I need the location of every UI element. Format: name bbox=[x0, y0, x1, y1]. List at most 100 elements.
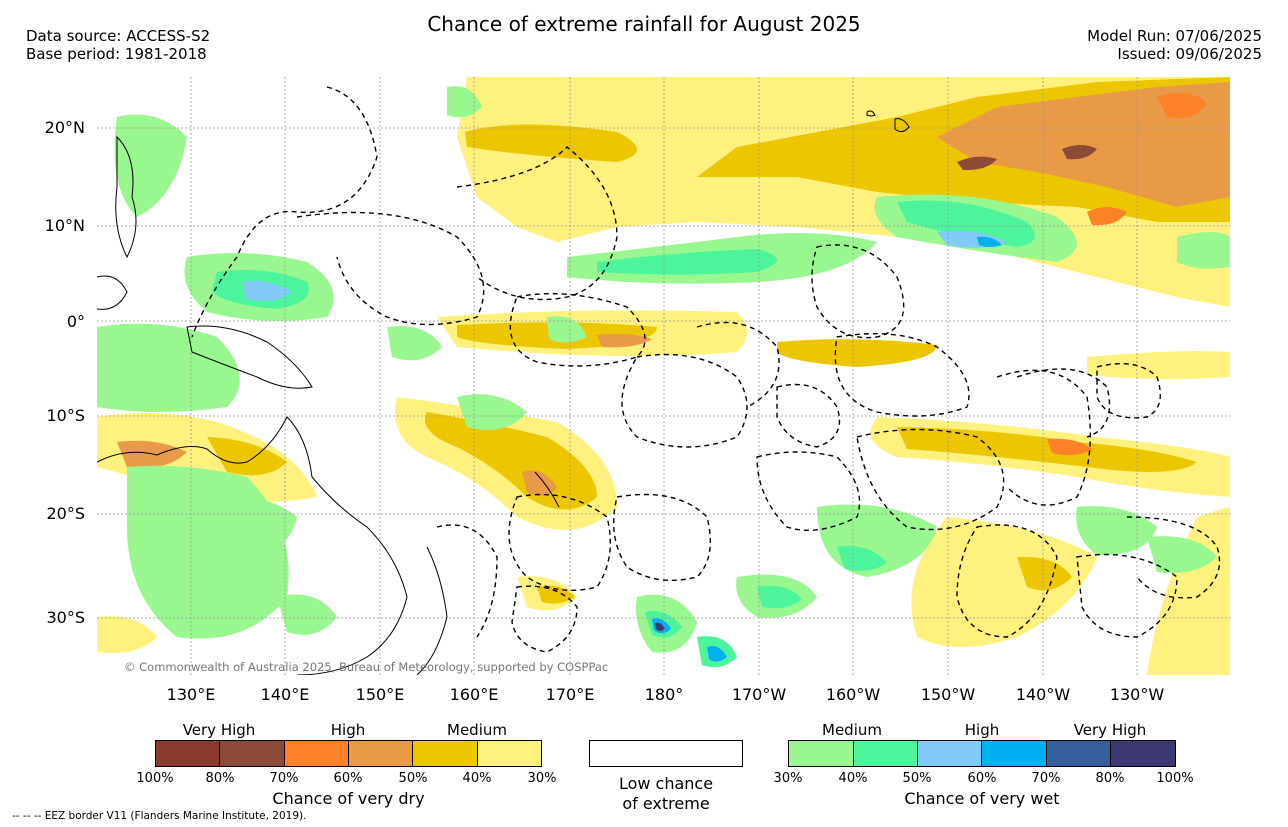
lon-label-130e: 130°E bbox=[166, 685, 216, 704]
wet-region bbox=[457, 394, 527, 430]
eez-border bbox=[834, 332, 970, 417]
dry-swatch-5 bbox=[412, 740, 478, 767]
copyright-text: © Commonwealth of Australia 2025, Bureau… bbox=[124, 660, 609, 674]
dry-swatch-3 bbox=[284, 740, 349, 767]
wet-region bbox=[1147, 536, 1217, 573]
wet-tick-label: 50% bbox=[902, 771, 932, 786]
base-period-text: Base period: 1981-2018 bbox=[26, 45, 207, 63]
dry-legend-title: Chance of very dry bbox=[272, 789, 425, 808]
wet-legend-title: Chance of very wet bbox=[904, 789, 1060, 808]
dry-region bbox=[522, 470, 557, 496]
eez-boundaries bbox=[191, 86, 1221, 653]
eez-border bbox=[956, 524, 1058, 638]
wet-region bbox=[97, 323, 240, 412]
new-caledonia-coast bbox=[534, 471, 560, 508]
eez-border bbox=[191, 86, 378, 338]
dry-region bbox=[465, 124, 637, 162]
wet-region bbox=[242, 280, 292, 301]
lon-label-150w: 150°W bbox=[920, 685, 976, 704]
dry-tick-label: 40% bbox=[462, 771, 492, 786]
wet-tick-label: 80% bbox=[1095, 771, 1125, 786]
wet-chance-layer bbox=[97, 86, 1230, 668]
wet-region bbox=[387, 326, 442, 361]
dry-region bbox=[1157, 93, 1207, 118]
dry-region bbox=[911, 517, 1097, 647]
lon-label-160w: 160°W bbox=[825, 685, 881, 704]
issued-text: Issued: 09/06/2025 bbox=[1117, 45, 1262, 63]
dry-region bbox=[1062, 145, 1097, 160]
lon-label-140w: 140°W bbox=[1015, 685, 1071, 704]
lat-label-0: 0° bbox=[66, 312, 85, 331]
wet-region bbox=[597, 249, 777, 275]
dry-region bbox=[117, 440, 187, 468]
low-chance-line1: Low chance bbox=[618, 774, 714, 793]
lat-label-10n: 10°N bbox=[44, 216, 85, 235]
metadata-left: Data source: ACCESS-S2 Base period: 1981… bbox=[26, 27, 210, 63]
wet-tick-label: 60% bbox=[967, 771, 997, 786]
wet-category-very-high: Very High bbox=[1073, 721, 1147, 739]
eez-border bbox=[1076, 553, 1178, 638]
lon-label-160e: 160°E bbox=[449, 685, 499, 704]
low-chance-label: Low chance of extreme bbox=[589, 774, 743, 814]
hawaii-island bbox=[894, 118, 910, 133]
eez-border bbox=[811, 244, 905, 339]
eez-border bbox=[296, 211, 485, 326]
lat-label-20n: 20°N bbox=[44, 118, 85, 137]
coastline-layer bbox=[97, 110, 910, 675]
lon-label-180: 180° bbox=[644, 685, 684, 704]
data-source-text: Data source: ACCESS-S2 bbox=[26, 27, 211, 45]
wet-region bbox=[547, 316, 587, 343]
map-title: Chance of extreme rainfall for August 20… bbox=[427, 12, 861, 36]
dry-swatch-2 bbox=[219, 740, 285, 767]
lat-label-10s: 10°S bbox=[46, 406, 85, 425]
eez-border bbox=[456, 146, 618, 301]
dry-region bbox=[1147, 507, 1230, 675]
lat-label-20s: 20°S bbox=[46, 504, 85, 523]
dry-category-high: High bbox=[330, 721, 366, 739]
wet-region bbox=[897, 200, 1035, 247]
eez-border bbox=[1096, 362, 1161, 419]
dry-region bbox=[957, 156, 997, 171]
eez-border bbox=[996, 369, 1092, 506]
wet-tick-label: 70% bbox=[1031, 771, 1061, 786]
dry-region bbox=[937, 82, 1230, 207]
lon-label-150e: 150°E bbox=[355, 685, 405, 704]
eez-border bbox=[621, 353, 748, 448]
wet-region bbox=[757, 585, 802, 609]
dry-swatch-1 bbox=[155, 740, 220, 767]
dry-category-medium: Medium bbox=[447, 721, 507, 739]
lon-label-170e: 170°E bbox=[545, 685, 595, 704]
dry-region bbox=[207, 437, 287, 476]
dry-swatch-4 bbox=[348, 740, 413, 767]
dry-category-very-high: Very High bbox=[182, 721, 256, 739]
wet-region bbox=[447, 86, 482, 118]
model-run-text: Model Run: 07/06/2025 bbox=[1087, 27, 1262, 45]
wet-swatch-3 bbox=[917, 740, 982, 767]
philippines-coast bbox=[115, 135, 137, 259]
wet-tick-label: 100% bbox=[1156, 771, 1194, 786]
rainfall-map bbox=[97, 77, 1230, 675]
dry-region bbox=[777, 339, 937, 367]
eez-border-note: -- -- -- EEZ border V11 (Flanders Marine… bbox=[12, 810, 307, 822]
dry-region bbox=[1087, 351, 1230, 380]
dry-tick-label: 60% bbox=[333, 771, 363, 786]
wet-swatch-1 bbox=[788, 740, 854, 767]
lon-label-140e: 140°E bbox=[260, 685, 310, 704]
wet-region bbox=[707, 646, 727, 662]
dry-region bbox=[1017, 556, 1072, 591]
wet-tick-label: 40% bbox=[838, 771, 868, 786]
lat-label-30s: 30°S bbox=[46, 608, 85, 627]
eez-border bbox=[856, 428, 1005, 531]
eez-border bbox=[1126, 516, 1221, 599]
wet-region bbox=[216, 496, 297, 553]
dry-region bbox=[897, 427, 1197, 472]
metadata-right: Model Run: 07/06/2025 Issued: 09/06/2025 bbox=[1087, 27, 1262, 63]
eez-border bbox=[511, 585, 578, 653]
dry-region bbox=[597, 333, 652, 348]
dry-region bbox=[1047, 438, 1092, 456]
wet-region bbox=[837, 546, 887, 571]
dry-tick-label: 80% bbox=[205, 771, 235, 786]
eez-border bbox=[696, 321, 780, 408]
lon-label-130w: 130°W bbox=[1109, 685, 1165, 704]
dry-tick-label: 30% bbox=[527, 771, 557, 786]
